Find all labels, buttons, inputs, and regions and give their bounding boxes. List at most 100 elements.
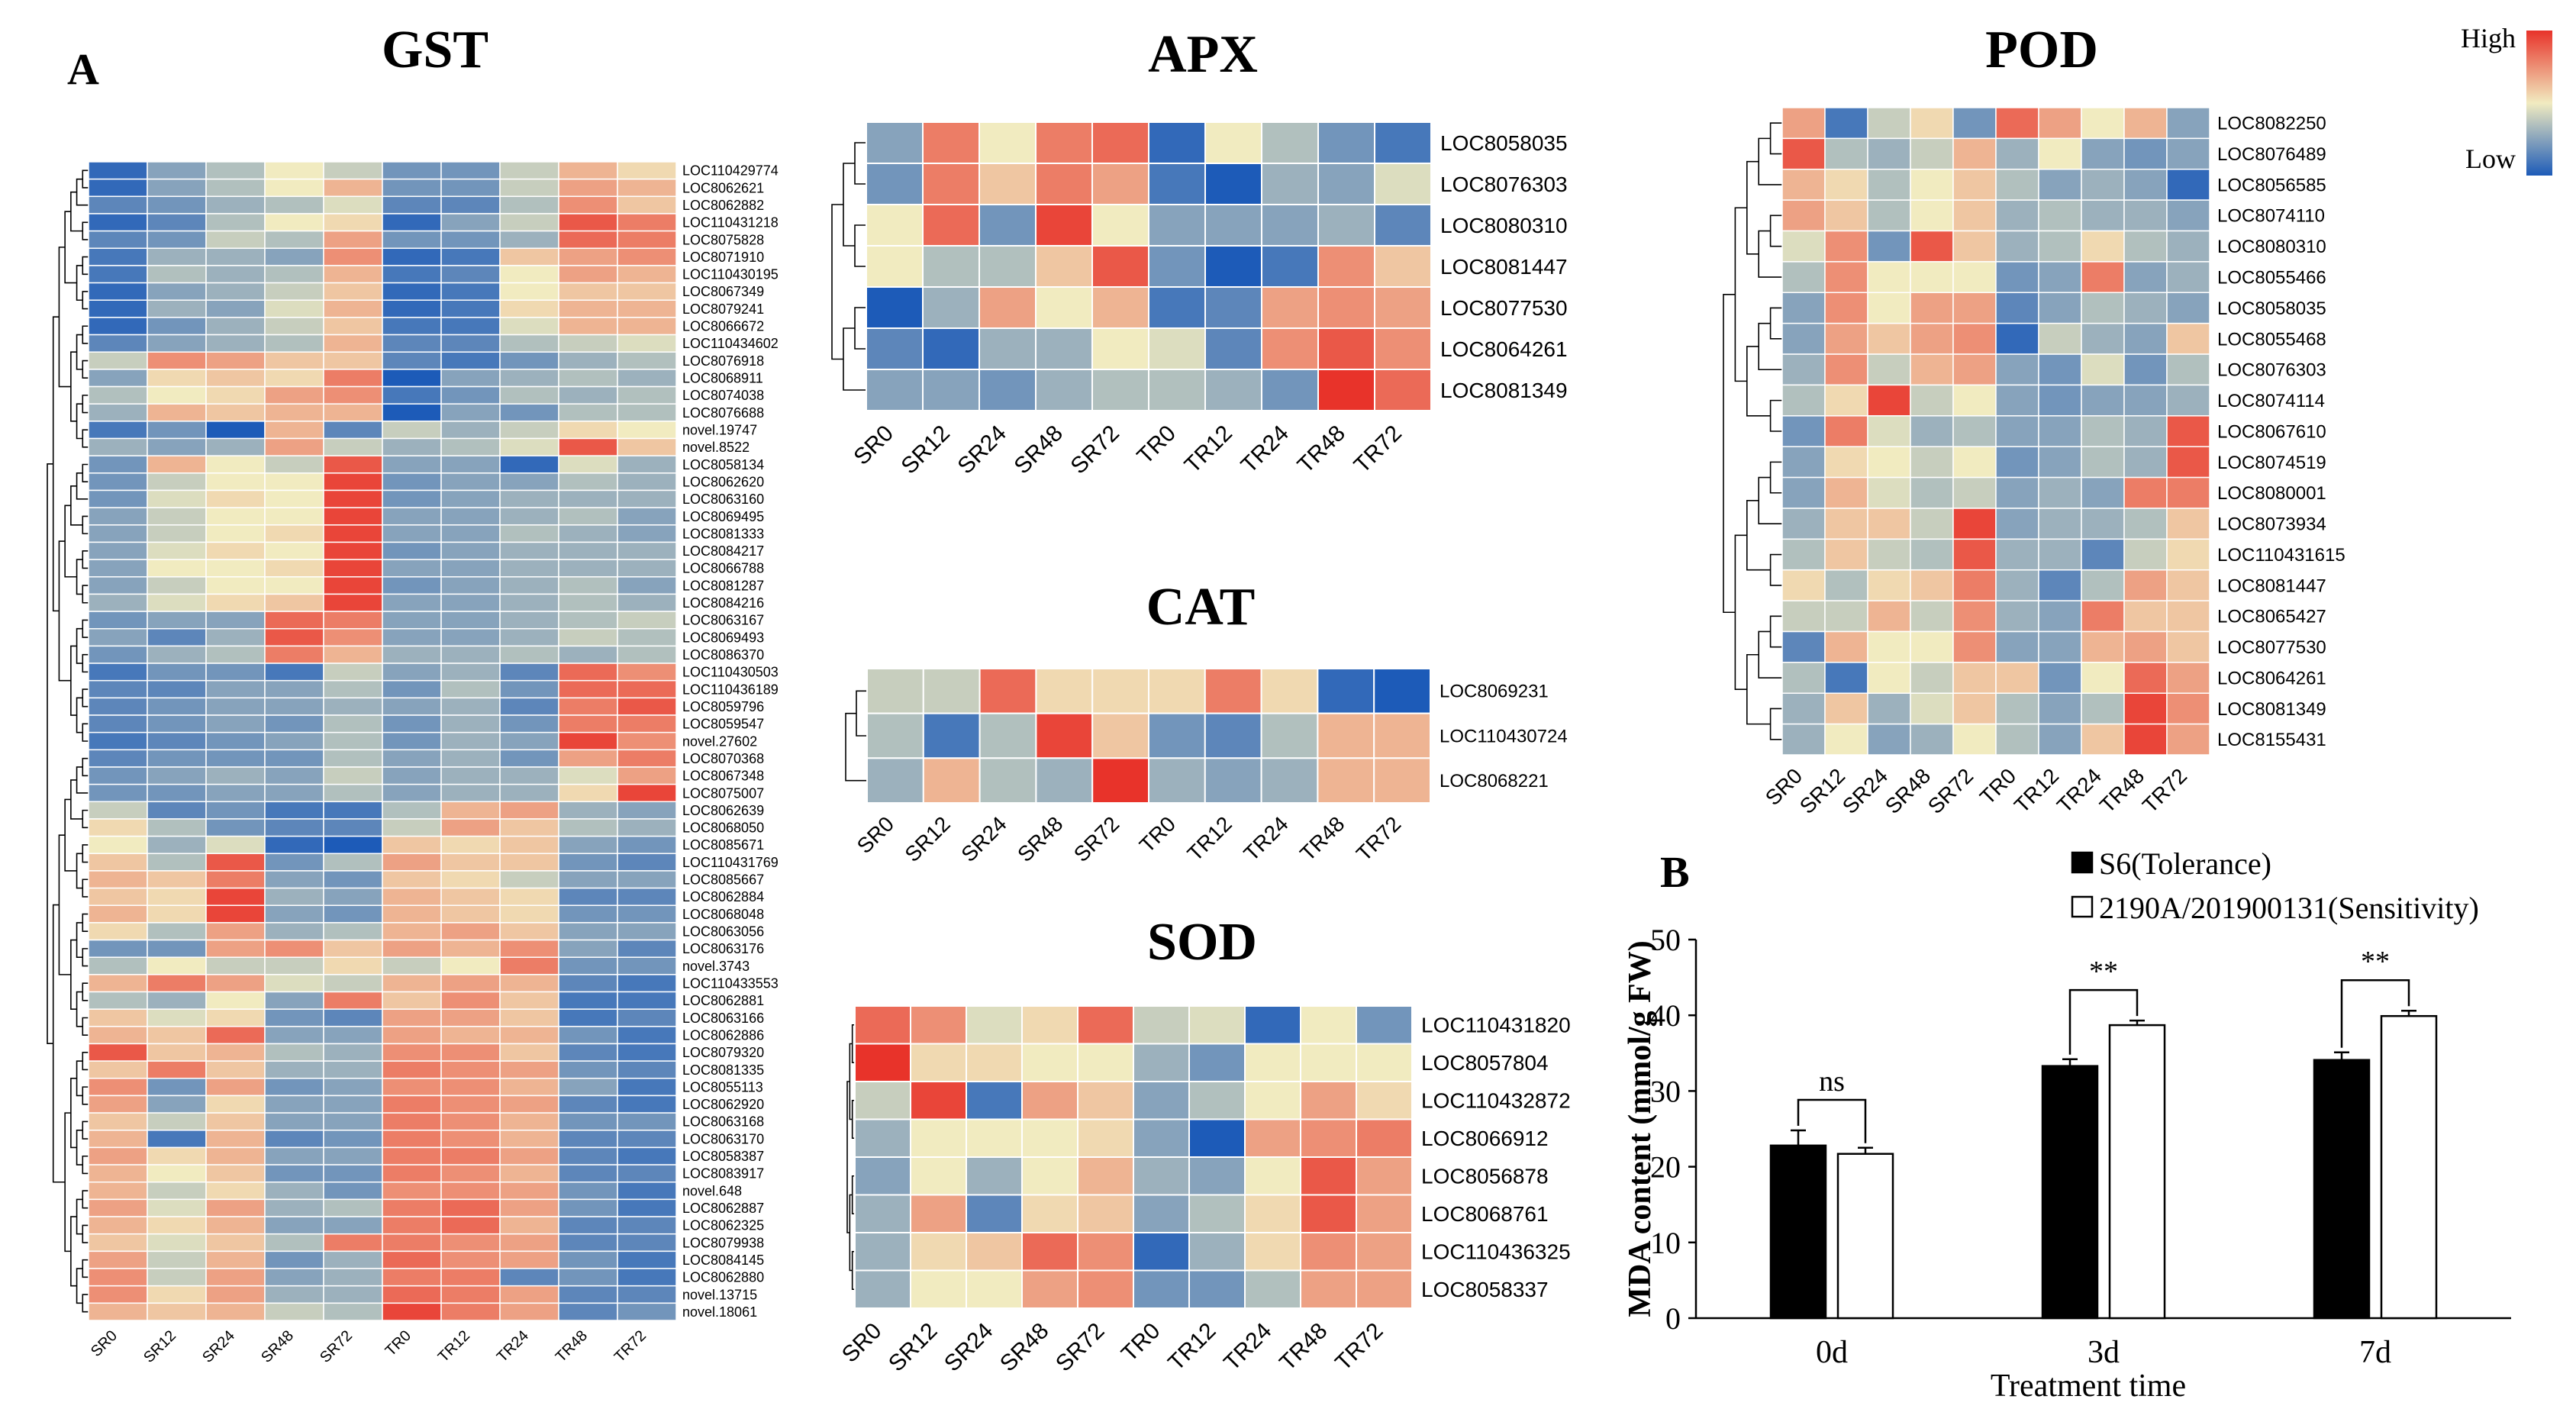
heatmap-cell bbox=[382, 1043, 442, 1062]
heatmap-cell bbox=[2038, 322, 2082, 355]
heatmap-cell bbox=[264, 853, 324, 872]
heatmap-cell bbox=[323, 541, 383, 560]
heatmap-cell bbox=[147, 230, 207, 250]
heatmap-cell bbox=[1035, 121, 1093, 164]
heatmap-cell bbox=[88, 801, 148, 820]
heatmap-cell bbox=[382, 1285, 442, 1304]
dendrogram-branch bbox=[58, 834, 71, 975]
heatmap-cell bbox=[1091, 668, 1149, 714]
heatmap-cell bbox=[499, 1268, 559, 1287]
heatmap-cell bbox=[922, 204, 980, 247]
heatmap-cell bbox=[617, 714, 677, 733]
dendrogram-branch bbox=[82, 653, 89, 673]
heatmap-cell bbox=[499, 1008, 559, 1027]
heatmap-cell bbox=[205, 524, 266, 543]
heatmap-cell bbox=[617, 1060, 677, 1079]
heatmap-cell bbox=[617, 611, 677, 630]
heatmap-cell bbox=[1188, 1232, 1246, 1272]
gene-label: LOC8084145 bbox=[682, 1253, 764, 1268]
heatmap-cell bbox=[1867, 723, 1911, 756]
heatmap-cell bbox=[205, 576, 266, 595]
heatmap-cell bbox=[617, 956, 677, 975]
heatmap-cell bbox=[382, 161, 442, 180]
heatmap-cell bbox=[866, 668, 924, 714]
heatmap-cell bbox=[1995, 630, 2039, 663]
heatmap-cell bbox=[1910, 569, 1954, 601]
heatmap-cell bbox=[499, 922, 559, 941]
heatmap-cell bbox=[2038, 662, 2082, 694]
heatmap-cell bbox=[617, 524, 677, 543]
heatmap-cell bbox=[1867, 538, 1911, 571]
heatmap-cell bbox=[1035, 668, 1094, 714]
heatmap-cell bbox=[2123, 692, 2168, 725]
gene-label: LOC8081349 bbox=[2217, 699, 2326, 720]
heatmap-cell bbox=[558, 1095, 618, 1114]
heatmap-cell bbox=[147, 489, 207, 508]
heatmap-cell bbox=[264, 870, 324, 889]
heatmap-cell bbox=[2123, 230, 2168, 263]
heatmap-cell bbox=[558, 299, 618, 318]
heatmap-cell bbox=[1995, 692, 2039, 725]
heatmap-cell bbox=[1244, 1194, 1301, 1233]
heatmap-cell bbox=[205, 1268, 266, 1287]
heatmap-cell bbox=[1824, 107, 1868, 140]
heatmap-cell bbox=[264, 299, 324, 318]
heatmap-cell bbox=[1910, 199, 1954, 232]
heatmap-cell bbox=[1077, 1156, 1134, 1196]
heatmap-cell bbox=[2081, 569, 2125, 601]
heatmap-cell bbox=[382, 507, 442, 526]
heatmap-cell bbox=[558, 904, 618, 924]
heatmap-cell bbox=[558, 835, 618, 855]
heatmap-cell bbox=[558, 1250, 618, 1269]
column-label: TR12 bbox=[435, 1327, 473, 1365]
heatmap-cell bbox=[147, 835, 207, 855]
heatmap-cell bbox=[1021, 1118, 1078, 1158]
heatmap-cell bbox=[1952, 107, 1997, 140]
heatmap-cell bbox=[88, 403, 148, 422]
gene-label: LOC8062621 bbox=[682, 180, 764, 195]
heatmap-cell bbox=[440, 1181, 501, 1201]
heatmap-cell bbox=[147, 1112, 207, 1131]
heatmap-cell bbox=[1077, 1118, 1134, 1158]
heatmap-cell bbox=[88, 783, 148, 803]
heatmap-cell bbox=[499, 766, 559, 785]
heatmap-cell bbox=[1261, 121, 1319, 164]
heatmap-cell bbox=[1952, 662, 1997, 694]
heatmap-cell bbox=[558, 1198, 618, 1217]
heatmap-cell bbox=[382, 1164, 442, 1183]
dendrogram-branch bbox=[846, 1081, 850, 1233]
heatmap-cell bbox=[264, 317, 324, 336]
heatmap-cell bbox=[1204, 757, 1262, 804]
dendrogram-branch bbox=[64, 211, 77, 284]
heatmap-cell bbox=[205, 904, 266, 924]
y-tick-label: 50 bbox=[1650, 923, 1681, 957]
heatmap-cell bbox=[558, 178, 618, 198]
heatmap-cell bbox=[440, 385, 501, 405]
heatmap-cell bbox=[264, 611, 324, 630]
heatmap-cell bbox=[205, 593, 266, 612]
bar bbox=[2041, 1065, 2099, 1320]
heatmap-cell bbox=[264, 749, 324, 768]
heatmap-cell bbox=[1091, 121, 1149, 164]
column-label: SR48 bbox=[1013, 812, 1067, 866]
heatmap-cell bbox=[499, 559, 559, 578]
heatmap-cell bbox=[1300, 1043, 1357, 1082]
heatmap-cell bbox=[382, 541, 442, 560]
heatmap-cell bbox=[922, 121, 980, 164]
heatmap-cell bbox=[1374, 286, 1432, 329]
heatmap-cell bbox=[264, 1302, 324, 1321]
heatmap-cell bbox=[88, 1043, 148, 1062]
heatmap-cell bbox=[88, 679, 148, 699]
dendrogram-branch bbox=[76, 853, 83, 889]
heatmap-cell bbox=[1091, 757, 1149, 804]
heatmap-cell bbox=[617, 887, 677, 906]
heatmap-cell bbox=[558, 697, 618, 716]
heatmap-cell bbox=[88, 870, 148, 889]
heatmap-cell bbox=[558, 645, 618, 664]
heatmap-cell bbox=[2166, 322, 2210, 355]
gene-label: LOC8068050 bbox=[682, 821, 764, 836]
heatmap-cell bbox=[558, 870, 618, 889]
heatmap-cell bbox=[617, 472, 677, 492]
heatmap-cell bbox=[978, 712, 1037, 759]
